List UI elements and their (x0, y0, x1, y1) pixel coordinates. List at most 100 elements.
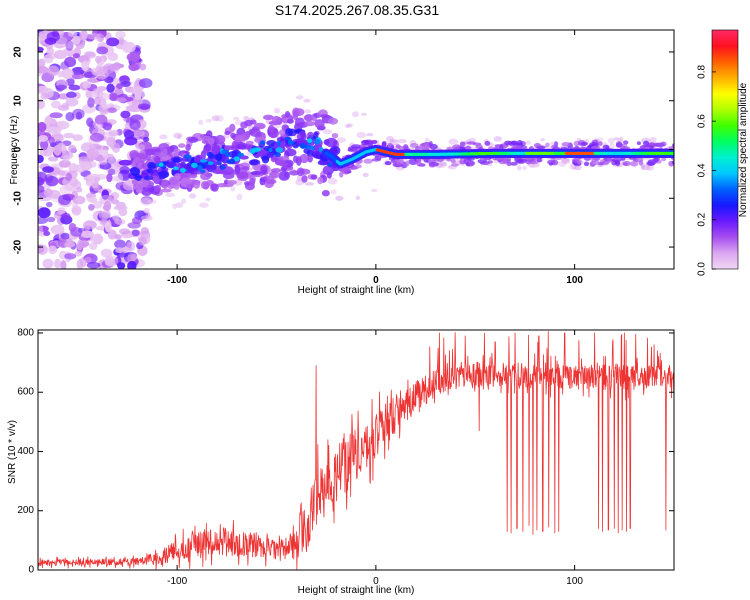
snr-x-tick-label: 0 (373, 576, 379, 587)
spectrogram-cell (272, 124, 282, 128)
spectrogram-cell (185, 143, 191, 152)
spectrogram-cell (303, 98, 311, 103)
spectrogram-cell (510, 161, 518, 166)
spectrogram-cell (58, 194, 72, 206)
spectrogram-cell (271, 115, 281, 125)
spectrogram-cell (174, 162, 185, 168)
spectrogram-cell (108, 130, 119, 137)
spectrogram-cell (158, 172, 167, 180)
spectrogram-cell (106, 37, 120, 47)
spectrogram-cell (590, 145, 601, 150)
spectrogram-cell (99, 107, 110, 115)
spectrogram-cell (86, 261, 101, 269)
spectrogram-cell (295, 156, 302, 166)
spectrogram-cell (93, 97, 100, 105)
spectrogram-y-tick-label: 10 (13, 95, 24, 107)
spectrogram-cell (396, 138, 407, 144)
spectrogram-cell (459, 160, 465, 165)
spectrogram-cell (76, 258, 84, 269)
snr-x-label: Height of straight line (km) (298, 585, 415, 596)
spectrogram-x-tick-label: 0 (373, 275, 379, 286)
spectrogram-cell (62, 154, 70, 163)
spectrogram-cell (288, 139, 293, 145)
spectrogram-cell (299, 153, 309, 164)
spectrogram-cell (189, 174, 198, 179)
spectrogram-cell (620, 157, 626, 161)
spectrogram-cell (226, 179, 238, 185)
spectrogram-cell (42, 258, 54, 269)
spectrogram-cell (115, 30, 126, 39)
spectrogram-cell (211, 115, 220, 122)
spectrogram-cell (571, 157, 580, 163)
spectrogram-cell (188, 193, 197, 199)
spectrogram-cell (45, 53, 59, 59)
spectrogram-cell (38, 58, 46, 68)
spectrogram-cell (198, 119, 204, 126)
spectrogram-cell (94, 114, 108, 126)
spectrogram-cell (129, 119, 141, 130)
spectrogram-cell (60, 61, 70, 71)
spectrogram-cell (245, 140, 254, 145)
spectrogram-cell (545, 142, 550, 148)
spectrogram-cell (85, 89, 93, 99)
spectrogram-cell (89, 242, 98, 251)
spectrogram-cell (307, 154, 313, 163)
spectrogram-cell (84, 256, 92, 263)
spectrogram-cell (306, 138, 313, 144)
spectrogram-cell (295, 95, 304, 100)
spectrogram-cell (450, 163, 460, 167)
spectrogram-cell (525, 140, 531, 145)
spectrogram-cell (50, 224, 65, 235)
spectrogram-cell (38, 134, 49, 142)
spectrogram-cell (199, 159, 208, 163)
spectrogram-cell (363, 158, 373, 164)
spectrogram-cell (581, 141, 588, 146)
spectrogram-cell (93, 201, 103, 209)
spectrogram-cell (120, 80, 131, 88)
spectrogram-cell (561, 142, 571, 147)
spectrogram-cell (381, 141, 387, 148)
spectrogram-cell (260, 165, 268, 175)
spectrogram-cell (173, 132, 183, 139)
spectrogram-cell (636, 141, 641, 146)
spectrogram-cell (601, 161, 610, 165)
spectrogram-cell (92, 87, 103, 94)
spectrogram-cell (127, 260, 137, 269)
spectrogram-cell (594, 137, 604, 141)
spectrogram-cell (98, 157, 108, 166)
spectrogram-cell (327, 162, 333, 168)
spectrogram-cell (230, 132, 237, 139)
spectrogram-cell (646, 161, 655, 166)
spectrogram-cell (185, 183, 194, 189)
spectrogram-cell (48, 136, 55, 145)
spectrogram-cell (249, 177, 256, 187)
spectrogram-cell (224, 130, 231, 136)
spectrogram-cell (210, 183, 219, 192)
spectrogram-y-ticks: 20 10 0 -10 -20 (13, 46, 674, 254)
spectrogram-cell (124, 136, 138, 146)
snr-frame (37, 329, 675, 571)
spectrogram-cell (438, 161, 448, 166)
spectrogram-cell (420, 142, 426, 147)
spectrogram-cell (66, 77, 75, 87)
spectrogram-cell (261, 155, 270, 164)
spectrogram-cell (173, 173, 181, 181)
spectrogram-cell (331, 132, 339, 139)
spectrogram-cell (187, 136, 199, 143)
spectrogram-cell (200, 172, 211, 181)
spectrogram-cell (267, 151, 274, 158)
spectrogram-cell (101, 148, 109, 159)
figure-title: S174.2025.267.08.35.G31 (275, 2, 439, 18)
spectrogram-cell (212, 169, 224, 175)
spectrogram-cell (116, 97, 127, 103)
spectrogram-cell (548, 162, 554, 166)
spectrogram-cell (38, 207, 51, 219)
spectrogram-cell (225, 153, 231, 157)
spectrogram-cell (39, 148, 48, 157)
spectrogram-cell (304, 114, 314, 122)
spectrogram-cell (131, 229, 140, 237)
spectrogram-cell (395, 144, 401, 149)
spectrogram-cell (371, 158, 382, 162)
spectrogram-cell (259, 140, 266, 145)
